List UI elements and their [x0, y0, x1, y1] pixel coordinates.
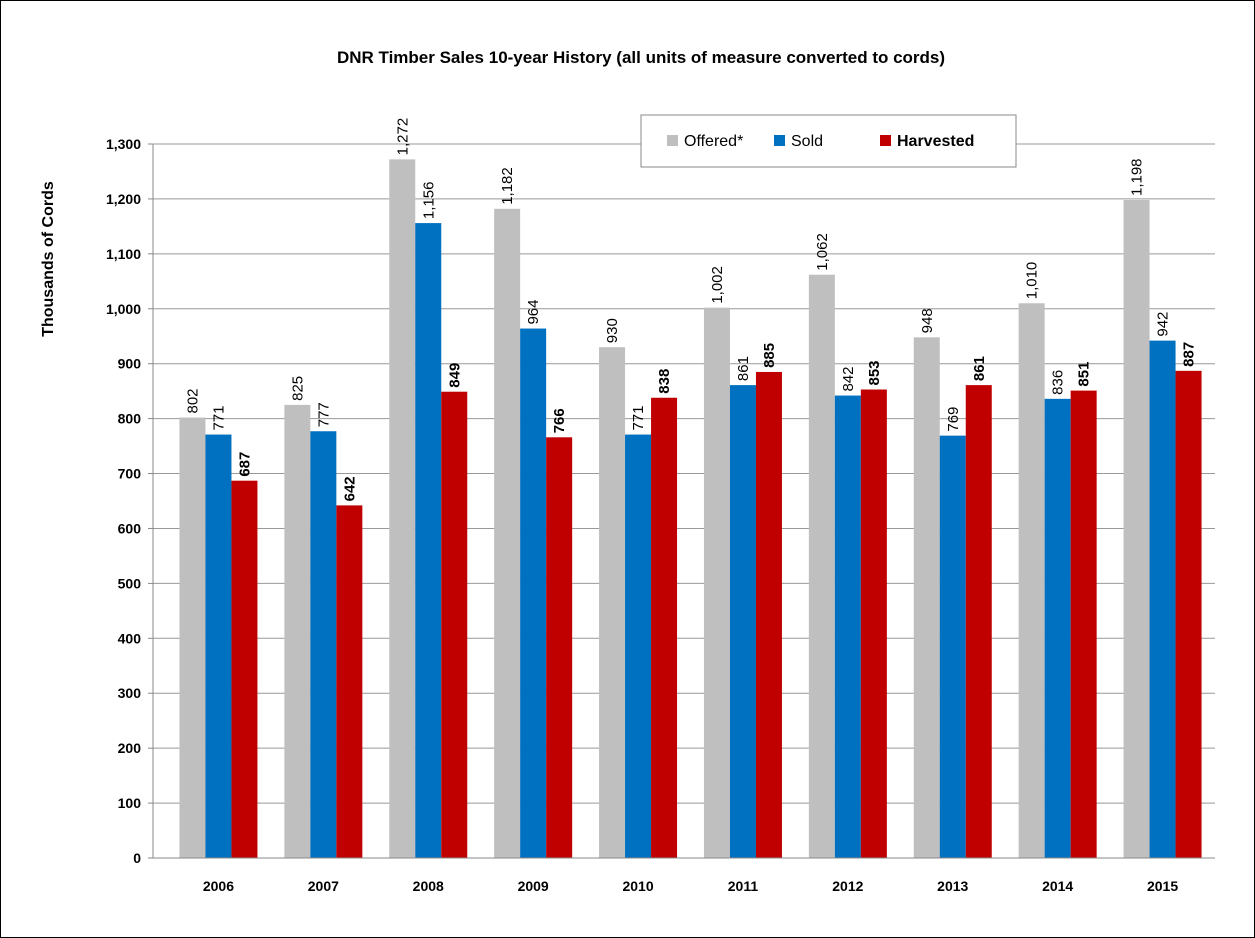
bar: [1044, 398, 1071, 858]
data-label: 942: [1155, 312, 1172, 337]
y-tick-label: 600: [118, 520, 142, 536]
bar: [415, 223, 442, 858]
y-tick-label: 400: [118, 630, 142, 646]
legend-box: [640, 114, 1017, 168]
bar: [913, 337, 940, 858]
bar: [808, 274, 835, 858]
x-tick-label: 2012: [832, 878, 863, 894]
bar: [1070, 390, 1097, 858]
data-label: 687: [236, 452, 253, 477]
bar: [441, 391, 468, 858]
bar: [703, 307, 730, 858]
y-tick-label: 200: [118, 740, 142, 756]
data-label: 948: [919, 308, 936, 333]
legend-swatch: [667, 135, 678, 146]
data-label: 836: [1050, 370, 1067, 395]
bar: [755, 371, 782, 858]
bar: [834, 395, 861, 858]
y-tick-label: 700: [118, 466, 142, 482]
y-tick-label: 1,300: [106, 136, 141, 152]
bar: [625, 434, 652, 858]
x-tick-label: 2006: [203, 878, 234, 894]
bar: [494, 208, 521, 859]
y-tick-label: 500: [118, 575, 142, 591]
data-label: 1,010: [1024, 262, 1041, 300]
data-label: 887: [1181, 342, 1198, 367]
bar: [231, 480, 258, 858]
bar: [1175, 370, 1202, 858]
bar: [520, 328, 547, 859]
y-tick-label: 100: [118, 795, 142, 811]
x-tick-label: 2015: [1147, 878, 1178, 894]
y-tick-label: 300: [118, 685, 142, 701]
data-label: 842: [840, 367, 857, 392]
data-label: 802: [184, 388, 201, 413]
bar: [599, 347, 626, 858]
data-label: 766: [551, 408, 568, 433]
bar: [179, 417, 206, 858]
y-tick-label: 900: [118, 356, 142, 372]
data-label: 861: [971, 356, 988, 381]
data-label: 1,062: [814, 233, 831, 271]
data-label: 930: [604, 318, 621, 343]
data-label: 825: [289, 376, 306, 401]
data-label: 1,272: [394, 118, 411, 156]
bar: [1149, 340, 1176, 858]
data-label: 769: [945, 407, 962, 432]
bar: [1018, 303, 1045, 858]
data-label: 1,156: [420, 182, 437, 220]
data-label: 1,182: [499, 167, 516, 205]
data-label: 642: [341, 476, 358, 501]
x-tick-label: 2008: [413, 878, 444, 894]
legend-label: Sold: [791, 133, 823, 150]
data-label: 853: [866, 360, 883, 385]
data-label: 771: [630, 406, 647, 431]
chart-title: DNR Timber Sales 10-year History (all un…: [337, 48, 945, 67]
bar: [1123, 200, 1150, 858]
bar: [336, 505, 363, 858]
legend-swatch: [774, 135, 785, 146]
bar: [651, 397, 678, 858]
x-tick-label: 2014: [1042, 878, 1073, 894]
bar: [310, 431, 337, 858]
data-label: 1,002: [709, 266, 726, 304]
bar: [546, 437, 573, 858]
y-tick-label: 1,200: [106, 191, 141, 207]
y-axis-label: Thousands of Cords: [40, 181, 57, 337]
bar: [205, 434, 232, 858]
bar: [939, 435, 966, 858]
bar: [729, 385, 756, 858]
x-tick-label: 2010: [622, 878, 653, 894]
bar: [389, 159, 416, 858]
bar: [965, 385, 992, 858]
data-label: 838: [656, 369, 673, 394]
data-label: 861: [735, 356, 752, 381]
y-tick-label: 1,100: [106, 246, 141, 262]
data-label: 771: [210, 406, 227, 431]
legend-label: Harvested: [897, 133, 974, 150]
x-tick-label: 2011: [728, 878, 759, 894]
bar: [860, 389, 887, 858]
bar: [284, 404, 311, 858]
data-label: 851: [1076, 362, 1093, 387]
legend-label: Offered*: [684, 133, 743, 150]
data-label: 849: [446, 363, 463, 388]
data-label: 1,198: [1129, 158, 1146, 196]
x-tick-label: 2009: [518, 878, 549, 894]
data-label: 964: [525, 300, 542, 325]
y-tick-label: 1,000: [106, 301, 141, 317]
y-tick-label: 800: [118, 411, 142, 427]
data-label: 885: [761, 343, 778, 368]
x-tick-label: 2013: [937, 878, 968, 894]
legend-swatch: [880, 135, 891, 146]
y-tick-label: 0: [133, 850, 141, 866]
data-label: 777: [315, 402, 332, 427]
x-tick-label: 2007: [308, 878, 339, 894]
